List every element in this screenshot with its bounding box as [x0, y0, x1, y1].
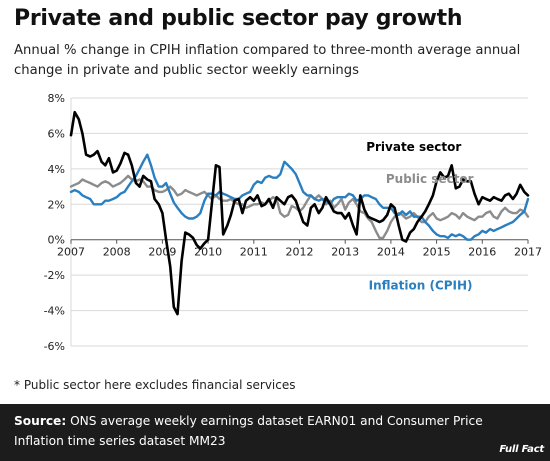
grid-lines	[70, 97, 528, 347]
y-tick-label: 2%	[48, 198, 65, 211]
y-tick-label: 8%	[48, 92, 65, 105]
source-description: ONS average weekly earnings dataset EARN…	[14, 414, 483, 448]
x-tick-label: 2015	[423, 246, 451, 259]
source-bar: Source: ONS average weekly earnings data…	[0, 404, 550, 461]
full-fact-logo: Full Fact	[499, 444, 544, 455]
y-tick-label: 4%	[48, 163, 65, 176]
source-text: Source: ONS average weekly earnings data…	[14, 411, 484, 451]
series-line-private	[69, 110, 530, 316]
chart-title: Private and public sector pay growth	[14, 6, 463, 31]
series-label-public: Public sector	[386, 172, 474, 186]
y-tick-label: -4%	[44, 305, 65, 318]
source-label: Source:	[14, 414, 67, 428]
footnote: * Public sector here excludes financial …	[14, 378, 296, 392]
x-tick-label: 2009	[148, 246, 176, 259]
chart-subtitle: Annual % change in CPIH inflation compar…	[14, 43, 521, 78]
x-axis: 2007 2008 2009 2010 2011 2012 2013 2014 2015 2016…	[57, 239, 542, 259]
x-tick-label: 2011	[240, 246, 268, 259]
x-tick-label: 2008	[103, 246, 131, 259]
series-label-private: Private sector	[366, 140, 461, 154]
x-tick-label: 2012	[286, 246, 314, 259]
x-tick-label: 2013	[331, 246, 359, 259]
series-labels: Private sector Public sector Inflation (CP…	[366, 140, 473, 292]
y-tick-label: 6%	[48, 127, 65, 140]
x-tick-label: 2017	[514, 246, 542, 259]
series-line-inflation	[69, 153, 530, 241]
y-tick-label: 0%	[48, 234, 65, 247]
y-tick-label: -2%	[44, 269, 65, 282]
y-tick-label: -6%	[44, 340, 65, 353]
x-tick-label: 2014	[377, 246, 405, 259]
y-axis-ticks: -6% -4% -2% 0% 2% 4% 6% 8%	[44, 92, 65, 353]
x-tick-label: 2007	[57, 246, 85, 259]
x-tick-label: 2016	[468, 246, 496, 259]
line-chart: -6%-4%-2%0%2%4%6%8% 2007 2008 2009 2010 2011…	[44, 92, 542, 353]
series-label-inflation: Inflation (CPIH)	[369, 278, 473, 292]
series-lines	[69, 110, 530, 316]
